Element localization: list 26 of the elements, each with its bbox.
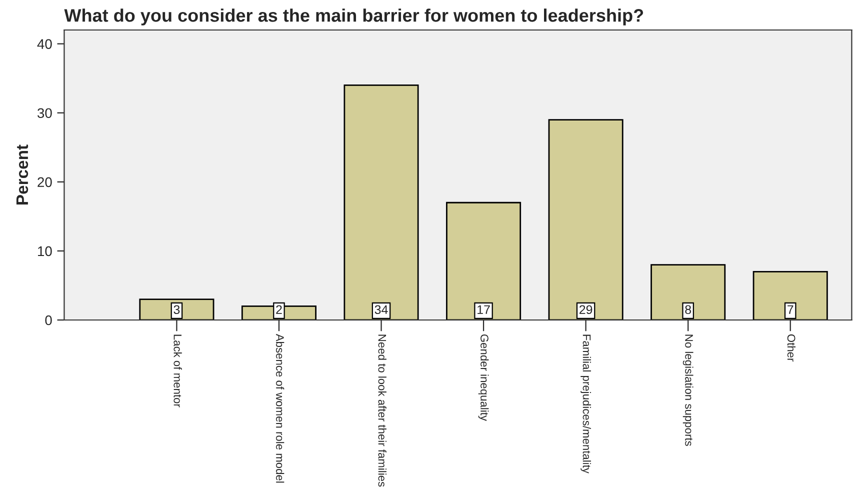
data-label: 29 [579,305,592,314]
y-tick-label: 40 [37,39,52,49]
x-tick-label: Gender inequality [478,334,489,421]
data-label: 8 [685,305,692,314]
data-label: 7 [788,305,794,314]
y-tick-label: 20 [38,177,52,188]
data-label: 17 [478,305,490,314]
bar [446,202,522,320]
data-label: 34 [374,305,388,314]
bar [752,270,828,320]
bar [344,84,419,320]
x-tick-label: Lack of mentor [174,334,182,408]
y-tick-label: 10 [38,246,52,256]
x-tick-label: Absence of women role model [276,334,284,483]
y-axis-title: Percent [16,144,28,204]
bar [650,264,726,320]
x-tick-label: No legislation supports [682,334,694,446]
x-tick-label: Need to look after their families [378,334,386,487]
bar [548,119,624,320]
y-tick-label: 0 [45,315,52,326]
data-label: 3 [174,305,180,314]
chart-title: What do you consider as the main barrier for women to leadership? [64,8,644,26]
y-tick-label: 30 [37,108,52,118]
data-label: 2 [276,305,282,314]
x-tick-label: Familial prejudices/mentality [580,334,591,474]
x-tick-label: Other [787,334,796,362]
